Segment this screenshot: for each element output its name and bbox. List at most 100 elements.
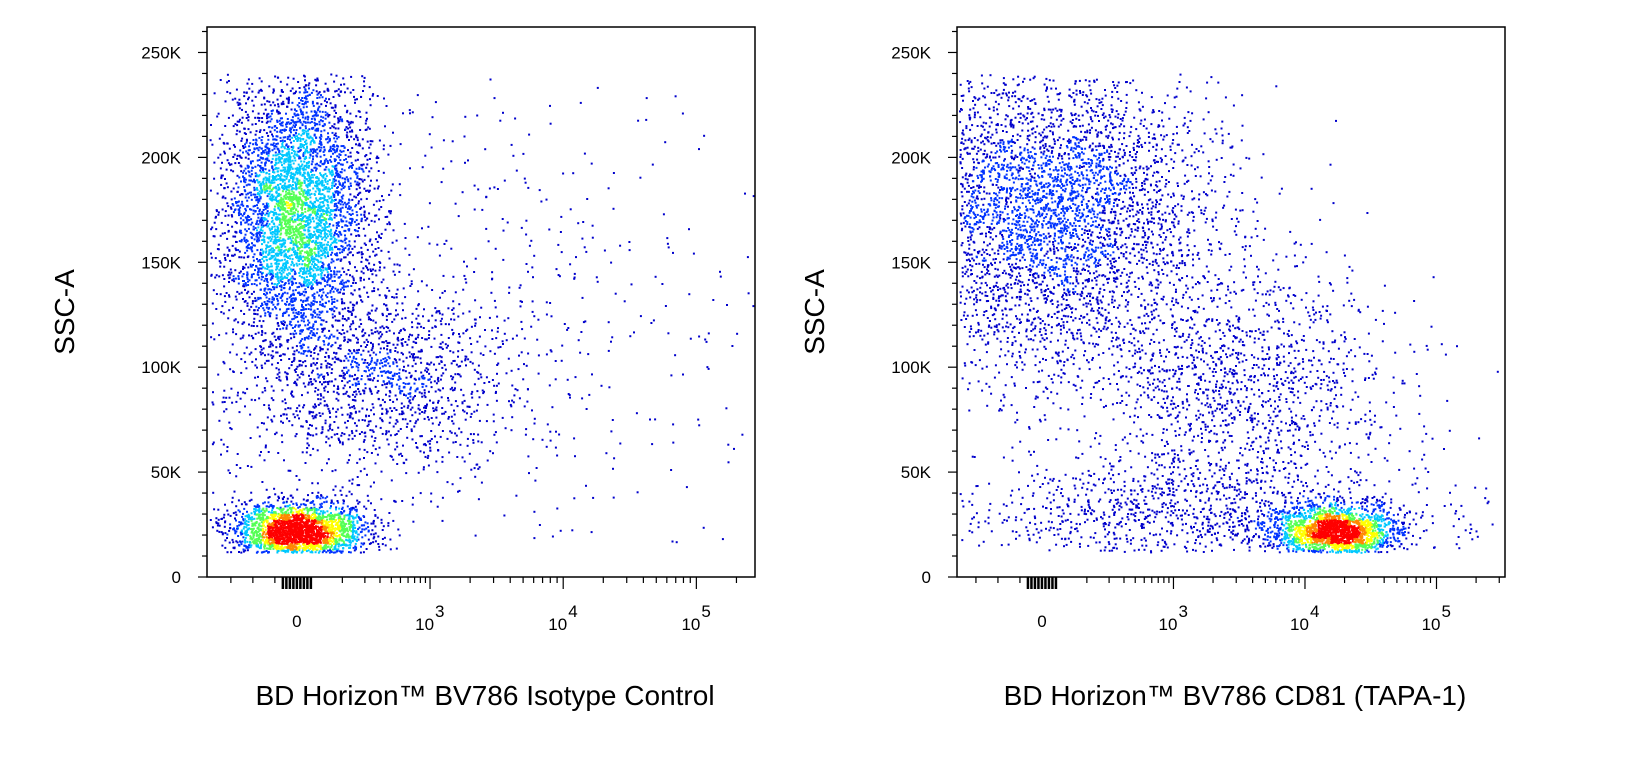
data-point xyxy=(317,255,320,258)
data-point xyxy=(316,114,319,117)
data-point xyxy=(256,236,259,239)
data-point xyxy=(310,301,313,304)
data-point xyxy=(224,100,227,103)
data-point xyxy=(260,152,263,155)
data-point xyxy=(359,295,362,298)
data-point xyxy=(282,169,285,172)
data-point xyxy=(291,167,294,170)
data-point xyxy=(306,194,309,197)
data-point xyxy=(288,135,291,138)
data-point xyxy=(277,254,280,257)
data-point xyxy=(258,159,261,161)
data-point xyxy=(245,241,248,244)
data-point xyxy=(225,182,228,185)
data-point xyxy=(257,307,260,309)
data-point xyxy=(253,180,256,182)
data-point xyxy=(285,97,288,100)
data-point xyxy=(278,230,280,233)
data-point xyxy=(271,157,274,160)
data-point xyxy=(291,218,294,221)
data-point xyxy=(291,136,294,139)
data-point xyxy=(261,157,264,160)
data-point xyxy=(223,253,226,256)
data-point xyxy=(350,314,353,316)
data-point xyxy=(333,298,336,301)
data-point xyxy=(266,505,269,508)
data-point xyxy=(280,252,283,255)
data-point xyxy=(355,196,358,199)
data-point xyxy=(344,285,347,288)
data-point xyxy=(313,121,316,124)
data-point xyxy=(296,254,299,257)
data-point xyxy=(249,175,252,178)
data-point xyxy=(326,296,329,299)
data-point xyxy=(297,136,299,139)
data-point xyxy=(221,532,224,535)
data-point xyxy=(271,277,274,280)
data-point xyxy=(315,254,318,256)
data-point xyxy=(320,141,323,144)
data-point xyxy=(316,77,319,80)
data-point xyxy=(254,196,256,199)
data-point xyxy=(237,249,240,251)
data-point xyxy=(315,79,318,82)
data-point xyxy=(376,231,378,234)
data-point xyxy=(277,239,280,241)
data-point xyxy=(274,186,277,189)
data-point xyxy=(330,247,333,250)
data-point xyxy=(343,256,346,259)
data-point xyxy=(265,143,268,146)
data-point xyxy=(281,204,284,207)
data-point xyxy=(324,180,327,183)
data-point xyxy=(253,290,255,293)
data-point xyxy=(296,197,298,200)
data-point xyxy=(257,296,260,299)
data-point xyxy=(330,232,333,235)
data-point xyxy=(263,191,266,194)
data-point xyxy=(309,237,312,240)
data-point xyxy=(237,282,240,285)
data-point xyxy=(331,302,333,305)
data-point xyxy=(287,226,290,229)
data-point xyxy=(344,241,347,244)
data-point xyxy=(339,288,342,291)
data-point xyxy=(273,198,276,201)
data-point xyxy=(274,159,277,162)
data-point xyxy=(288,212,291,215)
data-point xyxy=(324,246,327,249)
data-point xyxy=(368,212,371,215)
data-point xyxy=(303,269,306,271)
data-point xyxy=(337,172,340,175)
data-point xyxy=(315,332,318,335)
data-point xyxy=(362,551,365,554)
data-point xyxy=(312,332,315,335)
data-point xyxy=(242,283,245,286)
data-point xyxy=(229,92,232,95)
data-point xyxy=(326,200,329,203)
data-point xyxy=(251,123,254,126)
data-point xyxy=(337,234,340,237)
data-point xyxy=(264,148,267,151)
data-point xyxy=(284,225,287,228)
data-point xyxy=(293,329,296,332)
data-point xyxy=(273,239,276,242)
data-point xyxy=(288,165,291,168)
data-point xyxy=(285,263,288,266)
data-point xyxy=(279,335,282,338)
data-point xyxy=(337,209,340,212)
data-point xyxy=(323,217,326,220)
data-point xyxy=(340,199,343,202)
data-point xyxy=(327,115,330,118)
data-point xyxy=(244,156,247,159)
data-point xyxy=(332,290,335,293)
data-point xyxy=(329,209,332,211)
data-point xyxy=(272,168,275,171)
data-point xyxy=(335,273,338,276)
data-point xyxy=(369,238,372,241)
data-point xyxy=(298,252,301,255)
data-point xyxy=(269,229,272,232)
data-point xyxy=(226,246,229,249)
data-point xyxy=(325,212,328,215)
